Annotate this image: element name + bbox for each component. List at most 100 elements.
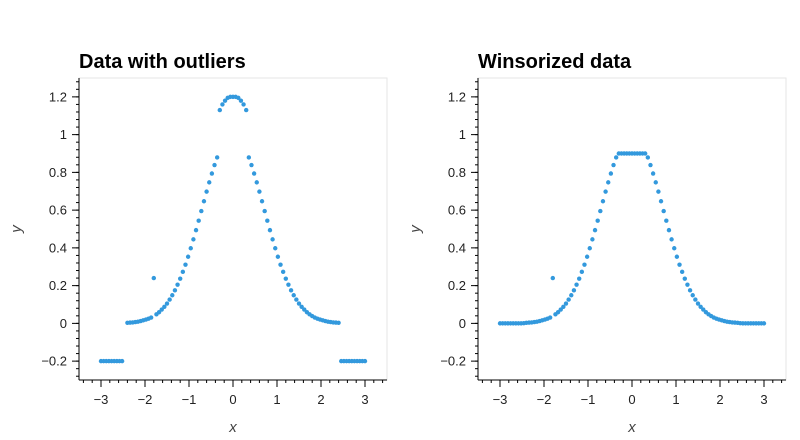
left-chart-y-tick-label: 0.8 [49,165,67,180]
left-chart-data-point [178,276,183,281]
right-chart-data-point [577,276,582,281]
left-chart-data-point [172,288,178,293]
left-chart-data-point [183,262,188,267]
right-chart-data-point [582,262,587,267]
right-chart-x-tick-label: 0 [628,392,635,407]
left-chart-data-point [148,315,154,320]
right-chart-data-point [547,315,553,320]
right-chart-data-point [592,227,598,233]
left-chart-data-point [278,262,283,267]
left-chart-data-point [296,301,302,306]
right-chart-data-point [595,218,600,223]
left-chart-title: Data with outliers [79,51,246,73]
left-chart-data-point [299,304,304,309]
left-chart-y-tick-label: 1 [60,127,67,142]
right-chart-data-point [687,288,693,293]
right-chart-data-point [608,171,614,176]
right-chart-data-point [584,254,590,259]
right-chart-data-point [661,208,666,214]
right-chart-x-tick-label: −2 [537,392,552,407]
right-chart-x-tick-label: 1 [672,392,679,407]
left-chart-data-point [244,107,249,113]
right-chart-y-tick-label: 0 [459,316,466,331]
left-chart-data-point [180,269,186,275]
left-chart-data-point [294,297,299,302]
left-chart-data-point [280,269,286,275]
right-chart-data-point [674,254,680,259]
left-chart-data-point [151,275,156,281]
left-chart-data-point [262,208,267,214]
right-chart-data-point [566,297,571,302]
left-chart-data-point [209,171,215,176]
right-chart-data-point [682,276,687,281]
left-chart-x-tick-label: 1 [273,392,280,407]
left-chart-ylabel: y [8,224,25,234]
left-chart-data-point [167,297,172,302]
right-chart-data-point [558,307,563,312]
left-chart-xlabel: x [228,419,237,436]
left-chart-data-point [199,208,204,214]
left-chart-data-point [196,218,201,223]
left-chart-data-point [164,301,170,306]
right-chart-data-point [679,269,685,275]
left-chart-data-point [175,282,180,287]
left-chart-x-tick-label: −3 [94,392,109,407]
left-chart-data-point [201,199,207,204]
left-chart-y-tick-label: 0.2 [49,278,67,293]
left-chart-data-point [159,307,164,312]
right-chart-y-tick-label: 0.8 [448,165,466,180]
right-chart-data-point [611,162,616,168]
right-chart-data-point [613,155,619,160]
left-chart-x-tick-label: 0 [229,392,236,407]
left-chart-data-point [288,288,294,293]
left-chart-plot-area [78,77,388,381]
right-chart-data-point [579,269,585,275]
right-chart-y-tick-label: 1 [459,127,466,142]
right-chart-data-point [606,180,611,185]
left-chart-x-tick-label: −1 [182,392,197,407]
right-chart-data-point [677,262,682,267]
right-chart-data-point [664,218,669,223]
right-chart-data-point [574,282,579,287]
left-chart-data-point [246,155,252,160]
left-chart-data-point [241,102,246,107]
left-chart-data-point [283,276,288,281]
left-chart-data-point [204,189,209,194]
right-chart-data-point [672,246,677,251]
left-chart-data-point [191,237,196,242]
right-chart-x-tick-label: 3 [760,392,767,407]
left-chart-data-point [238,98,244,103]
right-chart-data-point [698,304,703,309]
right-chart-data-point [761,321,767,326]
left-chart-data-point [259,199,265,204]
left-chart-data-point [222,98,228,103]
left-chart-data-point [185,254,191,259]
left-chart-x-tick-label: −2 [138,392,153,407]
right-chart-y-tick-label: 0.4 [448,240,466,255]
left-chart-data-point [286,282,291,287]
right-chart-y-tick-label: 0.2 [448,278,466,293]
left-chart-y-tick-label: 0.4 [49,240,67,255]
right-chart-plot-area [477,77,787,381]
left-chart-data-point [362,358,368,364]
left-chart-data-point [236,95,241,101]
left-chart-data-point [217,107,222,113]
right-chart-x-tick-label: −1 [581,392,596,407]
right-chart-ylabel: y [407,224,424,234]
left-chart-data-point [257,189,262,194]
right-chart-x-tick-label: −3 [493,392,508,407]
right-chart-y-tick-label: 0.6 [448,203,466,218]
right-chart-data-point [645,155,651,160]
left-chart-data-point [170,293,175,298]
right-chart-data-point [571,288,577,293]
right-chart-data-point [666,227,672,233]
left-chart-y-tick-label: 0.6 [49,203,67,218]
left-chart-data-point [207,180,212,185]
left-chart-y-tick-label: 1.2 [49,89,67,104]
left-chart-data-point [212,162,217,168]
right-chart-panel: Winsorized data x y −3 −2 −1 0 1 2 3 −0.2 0 0.2 0.… [407,51,787,436]
left-chart-data-point [270,237,275,242]
right-chart-data-point [587,246,592,251]
left-chart-data-point [220,102,225,107]
left-chart-y-tick-label: 0 [60,316,67,331]
